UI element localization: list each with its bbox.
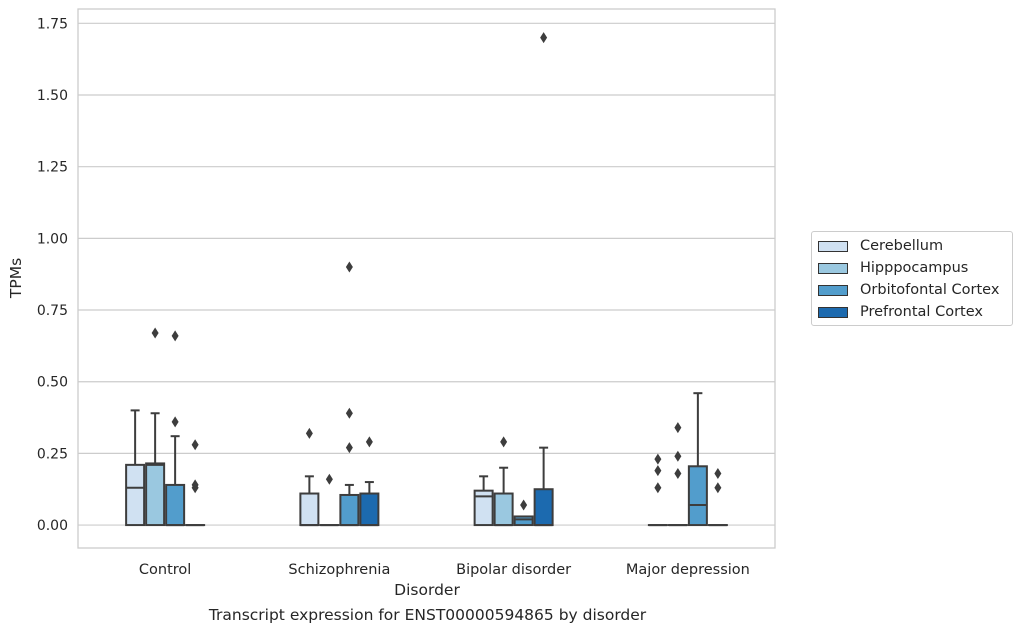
legend-label-orbitofontal-cortex: Orbitofontal Cortex <box>860 282 999 298</box>
legend: Cerebellum Hipppocampus Orbitofontal Cor… <box>811 231 1013 326</box>
legend-swatch-orbitofontal-cortex <box>818 285 848 296</box>
x-tick-label: Bipolar disorder <box>456 562 571 578</box>
y-tick-label: 1.50 <box>37 88 68 104</box>
box <box>515 516 533 525</box>
box <box>340 495 358 525</box>
box <box>300 494 318 526</box>
legend-label-prefrontal-cortex: Prefrontal Cortex <box>860 304 983 320</box>
legend-item-hipppocampus: Hipppocampus <box>818 259 968 277</box>
legend-label-hipppocampus: Hipppocampus <box>860 260 968 276</box>
y-tick-label: 1.75 <box>37 16 68 32</box>
x-tick-labels: Control Schizophrenia Bipolar disorder Majo… <box>139 562 750 578</box>
box <box>689 466 707 525</box>
legend-swatch-cerebellum <box>818 241 848 252</box>
x-tick-label: Schizophrenia <box>288 562 390 578</box>
y-tick-label: 0.25 <box>37 446 68 462</box>
box <box>360 494 378 526</box>
x-tick-label: Major depression <box>626 562 750 578</box>
box <box>535 489 553 525</box>
y-tick-label: 0.00 <box>37 518 68 534</box>
box <box>166 485 184 525</box>
legend-label-cerebellum: Cerebellum <box>860 238 943 254</box>
box <box>146 463 164 525</box>
y-tick-label: 0.75 <box>37 303 68 319</box>
legend-swatch-hipppocampus <box>818 263 848 274</box>
y-tick-label: 1.00 <box>37 231 68 247</box>
legend-item-orbitofontal-cortex: Orbitofontal Cortex <box>818 281 999 299</box>
box <box>126 465 144 525</box>
y-tick-label: 0.50 <box>37 375 68 391</box>
legend-swatch-prefrontal-cortex <box>818 307 848 318</box>
legend-item-cerebellum: Cerebellum <box>818 237 943 255</box>
y-tick-label: 1.25 <box>37 160 68 176</box>
box <box>495 494 513 526</box>
x-axis-label: Disorder <box>394 581 460 599</box>
plot-background <box>78 9 775 548</box>
y-tick-labels: 0.00 0.25 0.50 0.75 1.00 1.25 1.50 1.75 <box>37 16 68 534</box>
chart-caption: Transcript expression for ENST0000059486… <box>0 606 855 624</box>
y-axis-label: TPMs <box>7 258 25 299</box>
legend-item-prefrontal-cortex: Prefrontal Cortex <box>818 303 983 321</box>
x-tick-label: Control <box>139 562 191 578</box>
